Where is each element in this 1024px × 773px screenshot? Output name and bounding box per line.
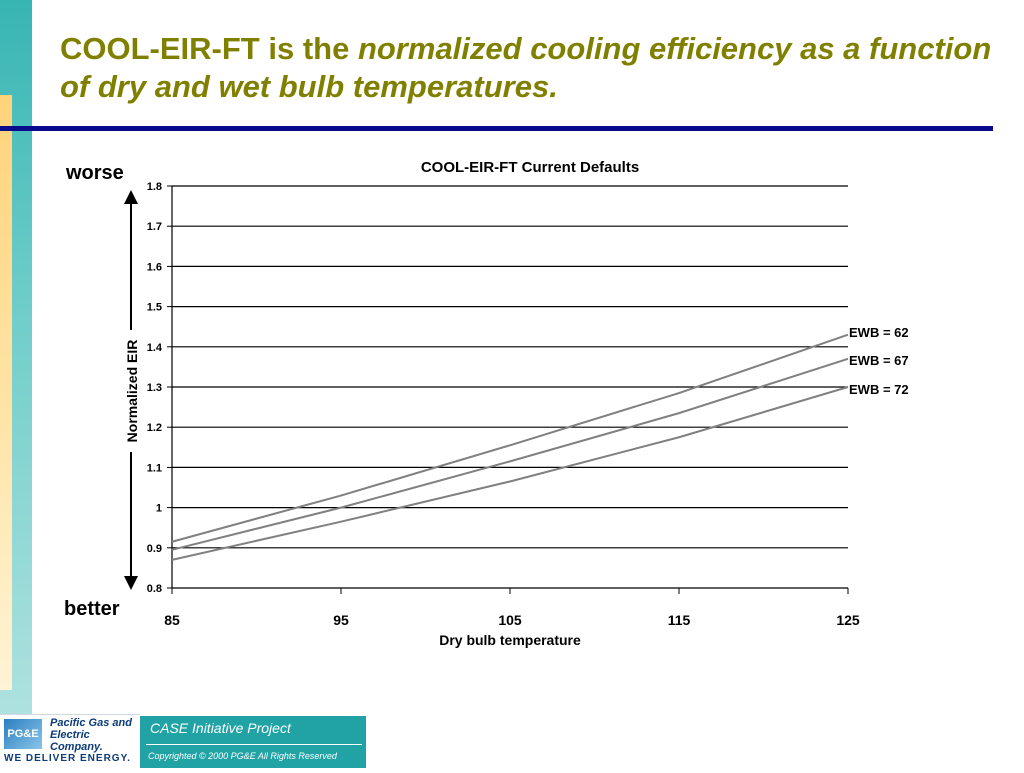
x-tick-label: 85	[164, 612, 180, 628]
better-label: better	[64, 598, 120, 620]
gridlines	[172, 185, 848, 549]
series-line	[171, 333, 849, 543]
y-tick-label: 1.2	[147, 422, 162, 434]
y-tick-label: 1.8	[147, 181, 162, 193]
slide-title-normal: COOL-EIR-FT is the	[60, 31, 358, 66]
footer-bar	[140, 716, 366, 768]
title-divider	[0, 126, 993, 131]
x-axis-label: Dry bulb temperature	[439, 632, 581, 648]
y-tick-label: 1.3	[147, 382, 162, 394]
slide-title-italic: normalized cooling efficiency as a funct…	[60, 31, 992, 104]
pge-logo-icon: PG&E	[4, 719, 42, 749]
axes: 0.8 0.9 1 1.1 1.2 1.3 1.4 1.5 1.6 1.7 1.8 85 95 105 11…	[147, 181, 860, 628]
series-line	[171, 357, 849, 551]
worse-better-arrow	[124, 190, 138, 590]
arrow-down-head	[124, 576, 138, 590]
footer-divider	[146, 744, 362, 745]
y-tick-label: 0.8	[147, 583, 162, 595]
series-labels: EWB = 62 EWB = 67 EWB = 72	[849, 325, 909, 397]
worse-label: worse	[66, 162, 124, 184]
y-tick-label: 1.4	[147, 342, 163, 354]
y-tick-label: 1.7	[147, 221, 162, 233]
arrow-up-head	[124, 190, 138, 204]
left-highlight-bar	[0, 95, 12, 690]
series-label: EWB = 67	[849, 353, 909, 368]
series-label: EWB = 62	[849, 325, 909, 340]
chart-title: COOL-EIR-FT Current Defaults	[421, 159, 639, 176]
company-tagline: WE DELIVER ENERGY.	[4, 753, 131, 764]
footer-copyright: Copyrighted © 2000 PG&E All Rights Reser…	[148, 751, 337, 761]
y-tick-label: 1.6	[147, 261, 162, 273]
company-name: Pacific Gas and Electric Company.	[50, 717, 132, 753]
footer-logo: PG&E Pacific Gas and Electric Company. W…	[0, 714, 140, 769]
slide-title: COOL-EIR-FT is the normalized cooling ef…	[60, 30, 1000, 106]
x-tick-label: 95	[333, 612, 349, 628]
y-tick-label: 0.9	[147, 543, 162, 555]
y-tick-label: 1.1	[147, 462, 162, 474]
y-tick-label: 1.5	[147, 302, 162, 314]
series-label: EWB = 72	[849, 382, 909, 397]
series-lines	[171, 333, 849, 561]
y-axis-label: Normalized EIR	[124, 340, 140, 443]
x-tick-label: 115	[668, 612, 691, 628]
series-line	[171, 386, 849, 561]
x-tick-label: 105	[498, 612, 522, 628]
footer-project-name: CASE Initiative Project	[150, 720, 291, 736]
x-tick-label: 125	[836, 612, 860, 628]
y-tick-label: 1	[156, 503, 162, 515]
